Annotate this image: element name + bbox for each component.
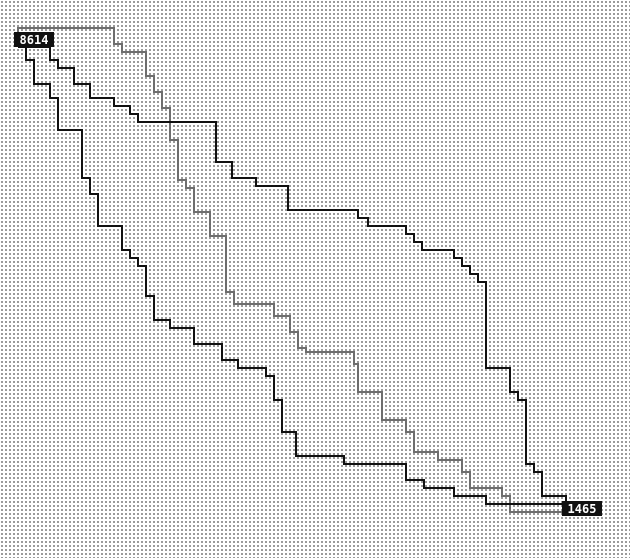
route-secondary-a[interactable] <box>17 27 566 513</box>
route-primary-upper[interactable] <box>18 46 567 508</box>
end-node-badge <box>562 501 602 516</box>
start-node-label[interactable]: 8614 <box>14 32 54 47</box>
start-node-badge <box>14 32 54 47</box>
end-node-label[interactable]: 1465 <box>562 501 602 516</box>
start-node-id: 8614 <box>20 33 49 47</box>
end-node-id: 1465 <box>568 502 597 516</box>
route-primary-middle[interactable] <box>25 47 566 505</box>
